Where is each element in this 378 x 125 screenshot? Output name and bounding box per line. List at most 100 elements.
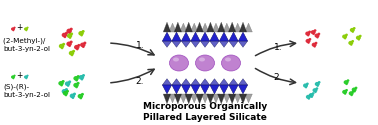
Ellipse shape	[342, 34, 347, 39]
Ellipse shape	[311, 30, 316, 34]
Polygon shape	[239, 22, 247, 32]
Ellipse shape	[77, 44, 81, 47]
Ellipse shape	[76, 48, 79, 50]
Ellipse shape	[59, 44, 64, 48]
Ellipse shape	[199, 58, 205, 62]
Ellipse shape	[315, 42, 318, 44]
Ellipse shape	[65, 94, 67, 96]
Polygon shape	[245, 94, 253, 103]
Ellipse shape	[316, 87, 318, 90]
Polygon shape	[207, 22, 214, 32]
Polygon shape	[191, 85, 200, 94]
Polygon shape	[229, 32, 238, 41]
Text: +: +	[16, 72, 22, 80]
Ellipse shape	[81, 78, 83, 80]
Polygon shape	[163, 94, 171, 104]
Ellipse shape	[61, 47, 64, 49]
Ellipse shape	[58, 81, 64, 86]
Ellipse shape	[345, 89, 348, 92]
Polygon shape	[181, 41, 191, 47]
Polygon shape	[219, 85, 229, 94]
Ellipse shape	[76, 79, 78, 82]
Text: 1.: 1.	[136, 40, 144, 50]
Ellipse shape	[24, 27, 28, 31]
Polygon shape	[174, 94, 182, 104]
Ellipse shape	[65, 88, 68, 91]
Ellipse shape	[195, 55, 214, 71]
Ellipse shape	[345, 34, 348, 36]
Polygon shape	[200, 79, 210, 85]
Ellipse shape	[350, 94, 353, 96]
Ellipse shape	[313, 88, 318, 92]
Ellipse shape	[82, 46, 85, 48]
Ellipse shape	[312, 92, 314, 95]
Polygon shape	[185, 94, 192, 104]
Polygon shape	[172, 79, 181, 85]
Ellipse shape	[62, 33, 67, 37]
Ellipse shape	[67, 33, 72, 38]
Polygon shape	[212, 23, 220, 32]
Polygon shape	[217, 22, 225, 32]
Ellipse shape	[313, 33, 315, 35]
Ellipse shape	[68, 45, 71, 47]
Ellipse shape	[14, 27, 15, 29]
Ellipse shape	[351, 40, 354, 42]
Ellipse shape	[24, 75, 28, 79]
Ellipse shape	[169, 55, 189, 71]
Ellipse shape	[352, 88, 357, 92]
Ellipse shape	[305, 39, 311, 43]
Ellipse shape	[318, 81, 321, 84]
Polygon shape	[238, 32, 248, 41]
Ellipse shape	[308, 31, 311, 33]
Ellipse shape	[62, 43, 65, 45]
Ellipse shape	[353, 27, 356, 30]
Ellipse shape	[26, 27, 29, 29]
Polygon shape	[196, 22, 203, 32]
Ellipse shape	[77, 75, 80, 78]
Polygon shape	[245, 23, 253, 32]
Polygon shape	[191, 41, 200, 47]
Polygon shape	[223, 23, 231, 32]
Ellipse shape	[14, 75, 15, 77]
Polygon shape	[181, 85, 191, 94]
Ellipse shape	[316, 36, 319, 38]
Ellipse shape	[25, 30, 27, 31]
Polygon shape	[239, 94, 247, 104]
Ellipse shape	[67, 42, 72, 46]
Ellipse shape	[309, 93, 314, 97]
Polygon shape	[163, 22, 171, 32]
Ellipse shape	[26, 75, 29, 77]
Polygon shape	[200, 32, 210, 41]
Ellipse shape	[62, 80, 65, 83]
Text: 2.: 2.	[136, 76, 144, 86]
Polygon shape	[162, 41, 172, 47]
Polygon shape	[238, 85, 248, 94]
Polygon shape	[210, 41, 219, 47]
Ellipse shape	[350, 28, 355, 32]
Polygon shape	[169, 23, 177, 32]
Polygon shape	[238, 41, 248, 47]
Polygon shape	[191, 94, 198, 103]
Ellipse shape	[73, 76, 79, 81]
Polygon shape	[229, 85, 238, 94]
Ellipse shape	[11, 75, 15, 79]
Polygon shape	[191, 23, 198, 32]
Ellipse shape	[353, 90, 356, 92]
Ellipse shape	[69, 51, 74, 56]
Polygon shape	[212, 94, 220, 103]
Ellipse shape	[64, 36, 66, 38]
Ellipse shape	[12, 30, 14, 31]
Polygon shape	[201, 23, 209, 32]
Ellipse shape	[344, 93, 346, 95]
Ellipse shape	[342, 90, 347, 94]
Polygon shape	[223, 94, 231, 103]
Ellipse shape	[344, 38, 346, 40]
Ellipse shape	[11, 27, 15, 31]
Ellipse shape	[356, 36, 361, 40]
Polygon shape	[169, 94, 177, 103]
Text: (S)-(R)-
but-3-yn-2-ol: (S)-(R)- but-3-yn-2-ol	[3, 83, 50, 98]
Ellipse shape	[317, 85, 319, 87]
Polygon shape	[229, 41, 238, 47]
Polygon shape	[162, 32, 172, 41]
Polygon shape	[181, 32, 191, 41]
